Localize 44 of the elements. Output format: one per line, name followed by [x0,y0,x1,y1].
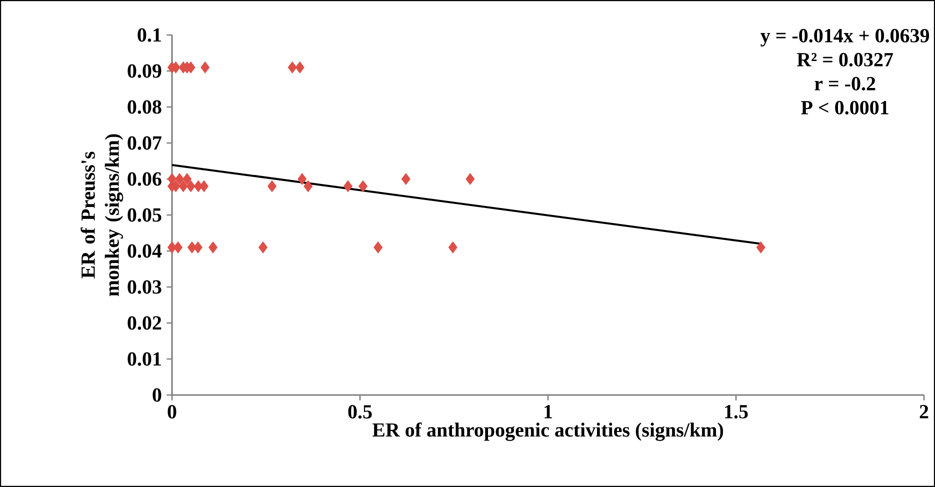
point [268,180,276,192]
point [208,242,218,254]
y-axis-title: ER of Preuss's monkey (signs/km) [80,134,124,296]
point [175,173,184,185]
y-tick-label: 0.1 [138,28,161,42]
y-tick-label: 0.05 [128,208,162,222]
point [288,62,297,74]
y-tick-label: 0.07 [128,136,162,150]
annotation: r = -0.2 [814,76,876,91]
x-tick-label: 1 [544,405,552,418]
point [186,180,196,192]
x-tick-label: 0 [168,405,176,419]
annotation: y = -0.014x + 0.0639 [760,28,930,47]
y-tick-label: 0.09 [128,64,162,78]
point [258,242,268,254]
point [200,62,210,74]
point [448,242,458,254]
point [295,62,304,74]
point [298,173,307,185]
point [374,242,383,254]
y-tick-label: 0.01 [128,352,161,366]
point [182,173,192,185]
y-tick-label: 0 [152,388,162,402]
point [168,242,176,254]
y-tick-label: 0.03 [128,280,162,294]
annotation: R² = 0.0327 [796,52,893,67]
y-tick-label: 0.06 [128,172,162,186]
x-tick-label: 1.5 [725,405,748,419]
point [466,173,475,185]
point [178,180,188,192]
point [344,180,352,192]
y-tick-label: 0.02 [128,316,162,330]
x-axis-title: ER of anthropogenic activities (signs/km) [372,422,724,441]
x-tick-label: 0.5 [348,405,372,419]
point [304,180,313,192]
y-tick-label: 0.04 [128,244,162,258]
annotation: P < 0.0001 [801,100,888,115]
point [358,180,368,192]
point [401,173,410,185]
point [756,242,766,254]
point [174,242,182,254]
y-tick-label: 0.08 [128,100,162,114]
x-tick-label: 2 [920,405,928,418]
point [193,242,202,254]
